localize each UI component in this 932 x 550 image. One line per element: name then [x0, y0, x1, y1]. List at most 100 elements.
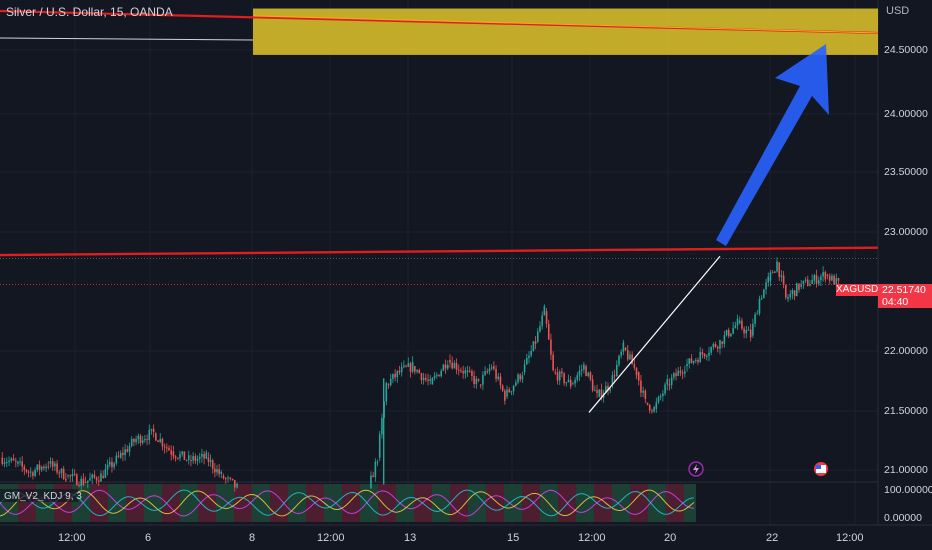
candle-body [572, 383, 574, 385]
indicator-band [630, 484, 636, 522]
candle-body [203, 453, 205, 459]
candle-body [236, 483, 238, 488]
candle-body [416, 369, 418, 372]
indicator-band [174, 484, 180, 522]
candle-body [765, 282, 767, 290]
candle-body [422, 377, 425, 381]
candle-body [828, 275, 831, 281]
candle-body [815, 275, 818, 284]
candle-body [482, 374, 484, 385]
candle-body [8, 460, 10, 463]
candle-body [457, 369, 460, 371]
chart-event-icons[interactable] [688, 461, 828, 477]
candle-body [15, 460, 17, 462]
candle-body [473, 375, 475, 385]
candle-body [91, 474, 93, 479]
candle-body [220, 471, 223, 474]
candle-body [526, 357, 528, 365]
candle-body [97, 480, 100, 482]
candle-body [73, 473, 76, 475]
indicator-band [162, 484, 168, 522]
lower-resistance-line[interactable] [0, 246, 879, 257]
candle-body [205, 452, 208, 459]
candle-body [793, 290, 796, 297]
indicator-band [582, 484, 588, 522]
candle-body [512, 385, 515, 392]
candle-body [686, 364, 688, 367]
candle-body [43, 466, 45, 469]
candle-body [47, 466, 50, 468]
candle-body [71, 473, 74, 477]
candle-body [664, 384, 666, 394]
candle-body [126, 449, 129, 452]
candle-body [811, 279, 813, 284]
candle-body [585, 366, 587, 377]
candle-body [141, 440, 144, 443]
target-midline[interactable] [252, 15, 879, 34]
candle-body [381, 417, 383, 435]
candle-body [76, 474, 78, 486]
candle-body [615, 364, 618, 376]
candle-body [403, 365, 405, 368]
candle-body [758, 298, 761, 314]
indicator-band [144, 484, 150, 522]
indicator-band [120, 484, 126, 522]
candle-body [475, 378, 478, 385]
candle-body [708, 352, 710, 356]
indicator-band [330, 484, 336, 522]
target-arrow[interactable] [716, 44, 829, 246]
candle-body [725, 329, 728, 336]
candle-body [501, 385, 504, 391]
candle-body [530, 350, 532, 356]
currency-label[interactable]: USD [886, 5, 910, 17]
candle-body [716, 346, 719, 349]
candle-body [736, 318, 739, 326]
candle-body [787, 297, 789, 299]
indicator-band [18, 484, 24, 522]
candle-body [135, 439, 137, 443]
indicator-label[interactable]: GM_V2_KDJ 9, 3 [4, 491, 82, 502]
indicator-band [318, 484, 324, 522]
candle-body [67, 475, 69, 477]
chart-drawings[interactable] [0, 8, 879, 413]
indicator-band [390, 484, 396, 522]
candle-body [563, 373, 565, 384]
time-tick: 22 [766, 532, 779, 544]
target-zone[interactable] [253, 8, 878, 55]
candle-body [65, 479, 67, 481]
price-line-white[interactable] [0, 37, 254, 41]
candle-body [111, 461, 113, 468]
symbol-title[interactable]: Silver / U.S. Dollar, 15, OANDA [6, 5, 173, 19]
indicator-label-bg [0, 489, 78, 502]
candle-body [688, 358, 691, 365]
indicator-band [258, 484, 264, 522]
candle-body [80, 478, 83, 486]
indicator-band [156, 484, 162, 522]
indicator-band [12, 484, 18, 522]
candle-body [130, 438, 133, 447]
indicator-band [90, 484, 96, 522]
indicator-band [492, 484, 498, 522]
candle-body [40, 466, 43, 470]
candle-body [523, 364, 526, 373]
candle-body [613, 375, 616, 377]
candle-body [583, 364, 585, 370]
indicator-band [474, 484, 480, 522]
candle-body [760, 298, 763, 300]
indicator-band [342, 484, 348, 522]
candle-body [84, 482, 87, 483]
candle-body [376, 461, 379, 463]
candle-body [58, 472, 61, 474]
candle-body [517, 374, 519, 383]
candle-body [756, 313, 759, 315]
candle-body [433, 375, 436, 379]
trend-line[interactable] [588, 255, 721, 413]
candle-body [701, 352, 704, 355]
candle-body [60, 468, 63, 474]
candle-body [714, 344, 717, 347]
indicator-band [618, 484, 624, 522]
candle-body [741, 320, 743, 329]
indicator-band [498, 484, 504, 522]
candle-body [732, 327, 734, 334]
